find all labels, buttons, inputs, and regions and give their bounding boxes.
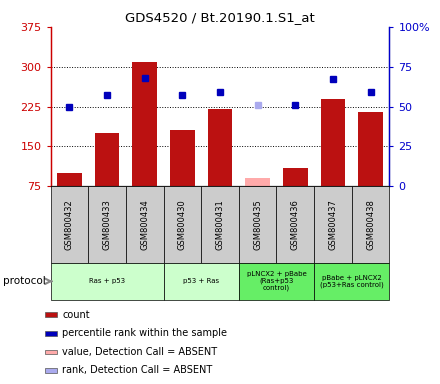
Text: p53 + Ras: p53 + Ras (183, 278, 219, 284)
Bar (51, 186, 88, 263)
Text: GSM800434: GSM800434 (140, 199, 149, 250)
Bar (45, 331, 57, 336)
Bar (201, 186, 239, 263)
Bar (314, 186, 352, 263)
Text: pLNCX2 + pBabe
(Ras+p53
control): pLNCX2 + pBabe (Ras+p53 control) (246, 271, 306, 291)
Bar (283, 168, 308, 186)
Bar (164, 263, 239, 300)
Bar (88, 186, 126, 263)
Text: percentile rank within the sample: percentile rank within the sample (62, 328, 227, 338)
Text: GSM800430: GSM800430 (178, 199, 187, 250)
Text: GSM800431: GSM800431 (216, 199, 224, 250)
Bar (132, 63, 157, 186)
Text: value, Detection Call = ABSENT: value, Detection Call = ABSENT (62, 347, 218, 357)
Bar (358, 112, 383, 186)
Text: GSM800438: GSM800438 (366, 199, 375, 250)
Bar (95, 133, 119, 186)
Bar (276, 186, 314, 263)
Bar (208, 109, 232, 186)
Text: rank, Detection Call = ABSENT: rank, Detection Call = ABSENT (62, 366, 213, 376)
Bar (126, 186, 164, 263)
Bar (45, 349, 57, 354)
Bar (164, 186, 201, 263)
Bar (239, 263, 314, 300)
Text: protocol: protocol (4, 276, 46, 286)
Bar (246, 178, 270, 186)
Text: GSM800433: GSM800433 (103, 199, 112, 250)
Bar (314, 263, 389, 300)
Bar (239, 186, 276, 263)
Bar (352, 186, 389, 263)
Bar (170, 131, 194, 186)
Text: GSM800432: GSM800432 (65, 199, 74, 250)
Bar (45, 368, 57, 373)
Text: count: count (62, 310, 90, 320)
Bar (321, 99, 345, 186)
Text: GSM800437: GSM800437 (328, 199, 337, 250)
Text: GSM800436: GSM800436 (291, 199, 300, 250)
Text: pBabe + pLNCX2
(p53+Ras control): pBabe + pLNCX2 (p53+Ras control) (320, 275, 384, 288)
Bar (51, 263, 164, 300)
Bar (45, 313, 57, 317)
Bar (57, 173, 82, 186)
Text: Ras + p53: Ras + p53 (89, 278, 125, 284)
Title: GDS4520 / Bt.20190.1.S1_at: GDS4520 / Bt.20190.1.S1_at (125, 11, 315, 24)
Text: GSM800435: GSM800435 (253, 199, 262, 250)
